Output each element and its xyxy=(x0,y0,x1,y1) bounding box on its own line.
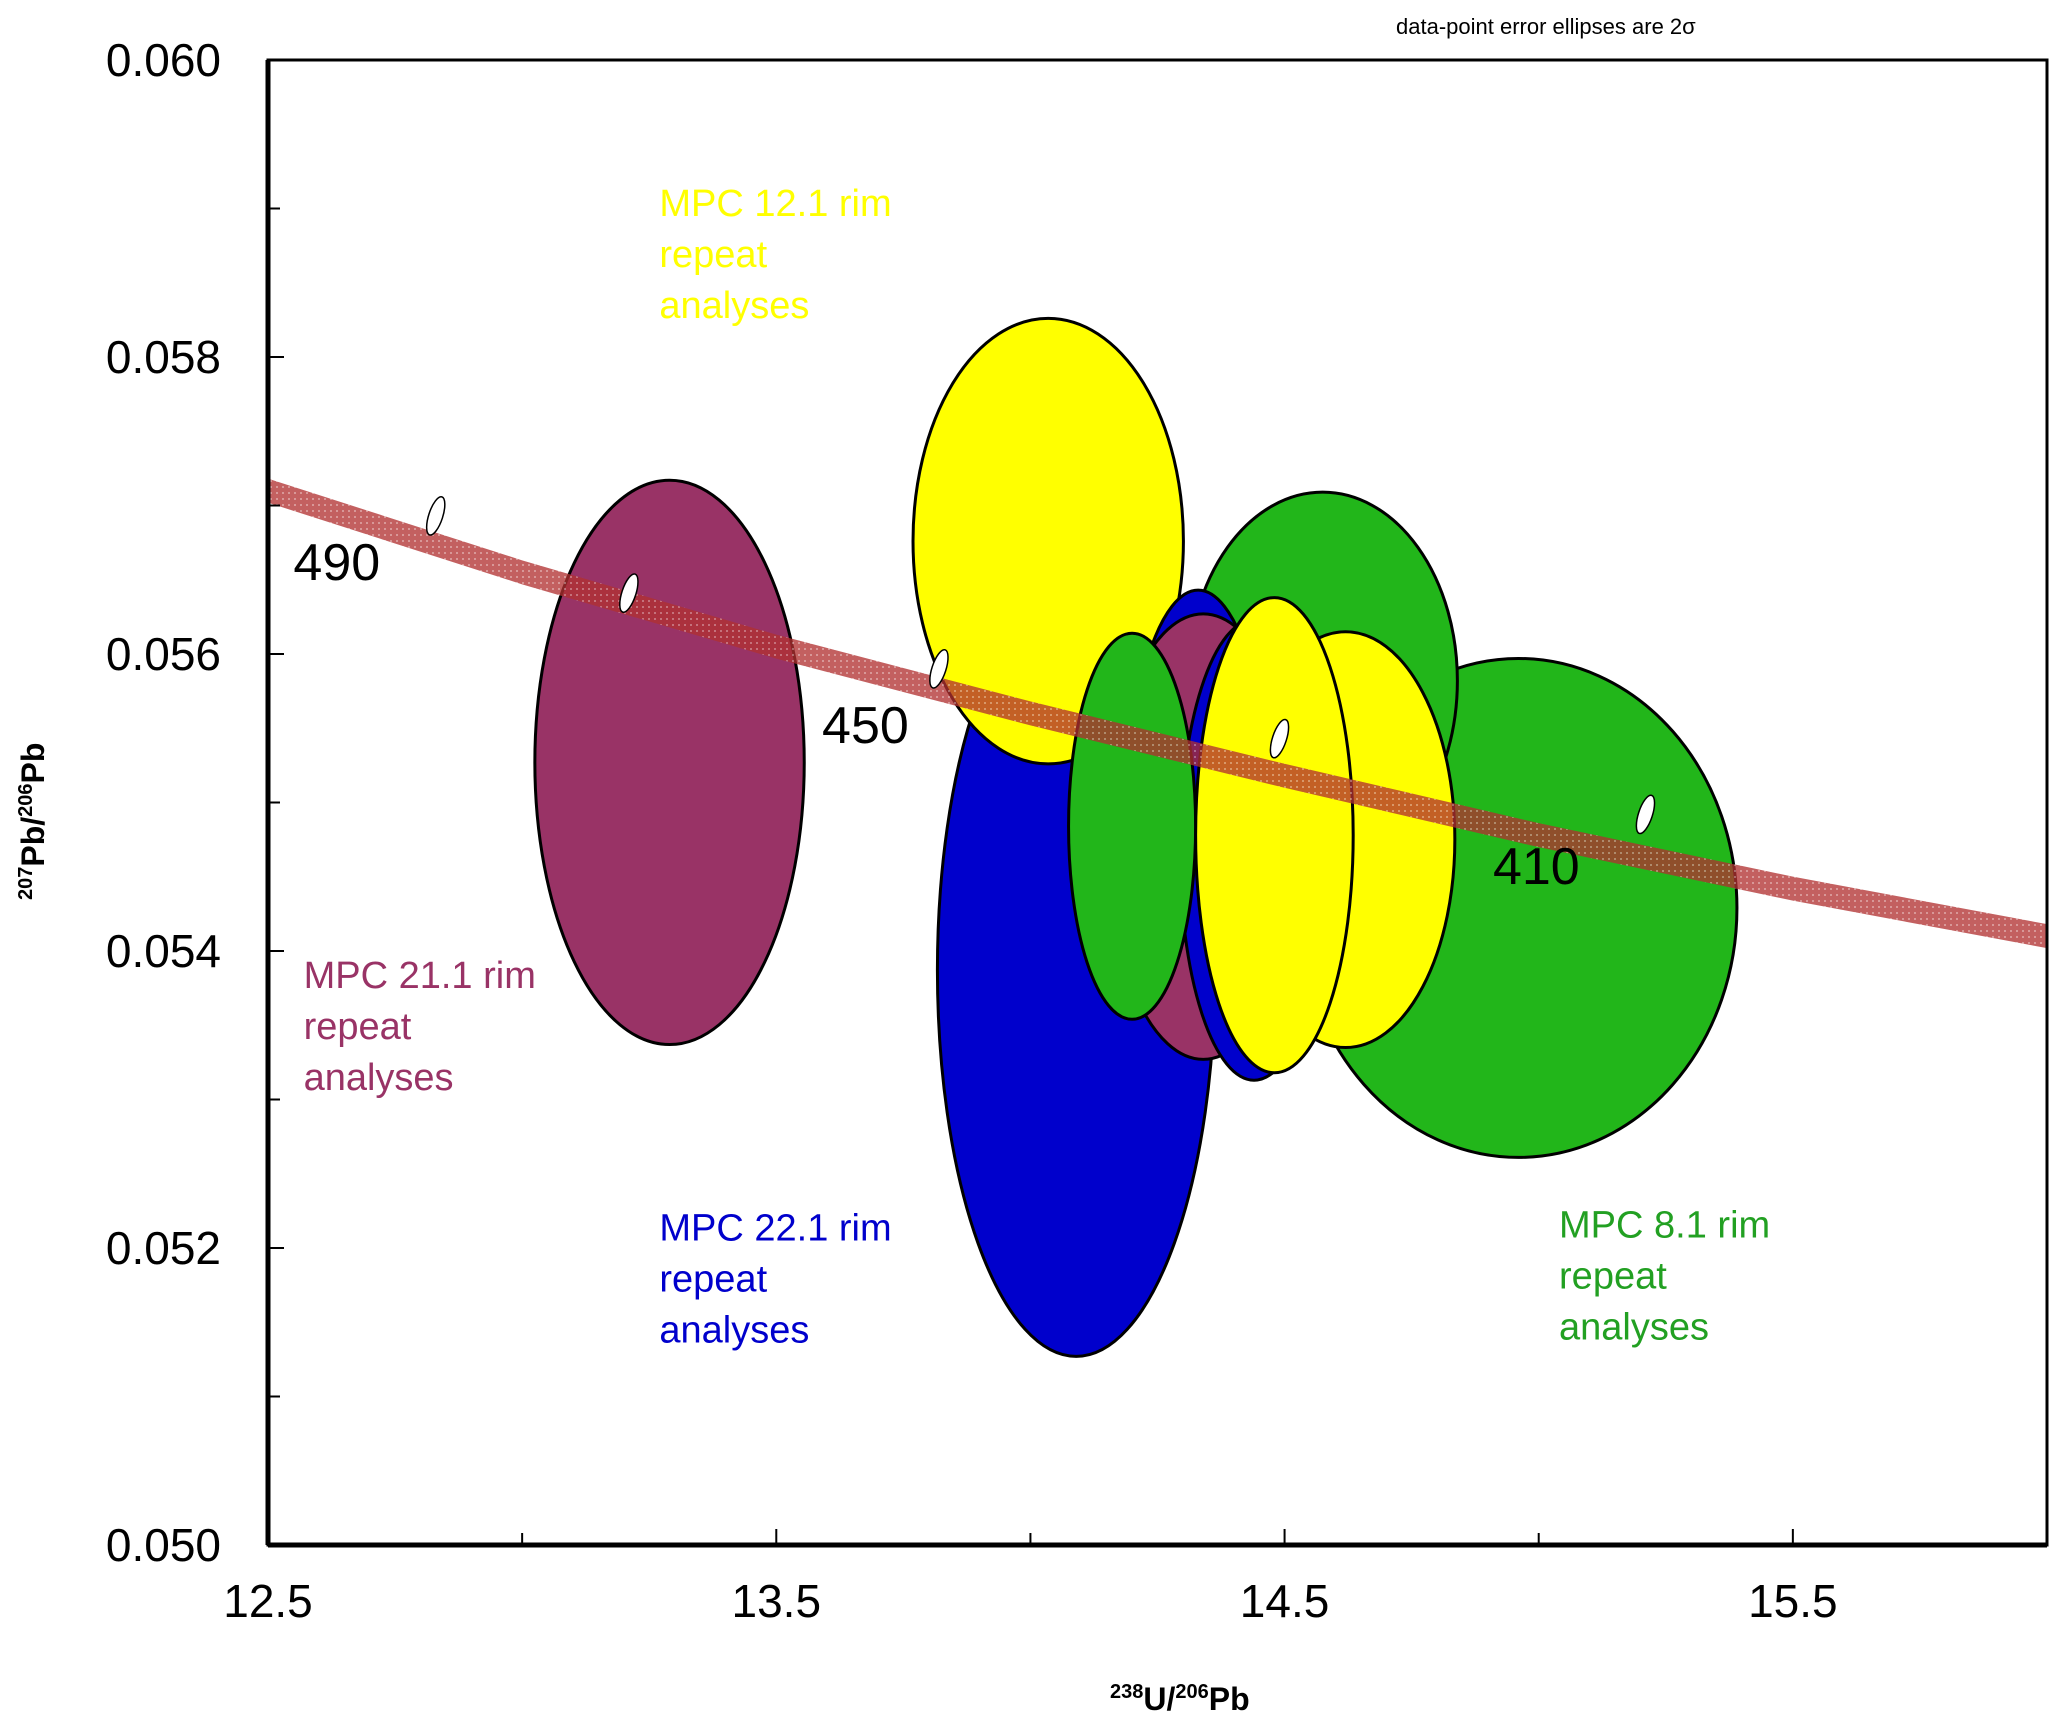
x-axis-title-sup1: 238 xyxy=(1110,1681,1143,1703)
series-label-line: analyses xyxy=(659,1310,809,1352)
series-label: MPC 8.1 rim repeat analyses xyxy=(1559,1205,1770,1349)
x-tick-label: 15.5 xyxy=(1748,1575,1838,1627)
series-label-line: repeat xyxy=(1559,1256,1667,1298)
y-tick-label: 0.058 xyxy=(106,331,221,383)
series-label: MPC 21.1 rim repeat analyses xyxy=(304,955,536,1099)
y-tick-label: 0.052 xyxy=(106,1222,221,1274)
age-label: 490 xyxy=(293,534,380,592)
series-label: MPC 22.1 rim repeat analyses xyxy=(659,1208,891,1352)
y-axis-title-main2: Pb xyxy=(15,743,51,784)
series-label-line: repeat xyxy=(659,234,767,276)
age-marker xyxy=(1269,718,1290,759)
x-tick-label: 12.5 xyxy=(223,1575,313,1627)
x-axis-title-sup2: 206 xyxy=(1175,1681,1208,1703)
series-label-line: MPC 12.1 rim xyxy=(659,183,891,225)
series-label-line: repeat xyxy=(659,1259,767,1301)
series-label-line: analyses xyxy=(1559,1307,1709,1349)
series-label-line: MPC 8.1 rim xyxy=(1559,1205,1770,1247)
age-label: 450 xyxy=(822,697,909,755)
age-label: 410 xyxy=(1493,838,1580,896)
y-tick-label: 0.060 xyxy=(106,34,221,86)
error-ellipse-note: data-point error ellipses are 2σ xyxy=(1396,14,1696,39)
age-markers-layer xyxy=(425,496,1656,835)
error-ellipse xyxy=(1067,631,1198,1021)
y-axis-title-sup1: 207 xyxy=(15,867,37,900)
series-label-line: analyses xyxy=(304,1057,454,1099)
error-ellipse xyxy=(1194,596,1355,1075)
age-marker xyxy=(619,573,639,614)
x-axis-title-main1: U/ xyxy=(1143,1681,1175,1717)
age-marker xyxy=(929,648,949,689)
error-ellipses-layer xyxy=(533,316,1739,1358)
y-axis-title-sup2: 206 xyxy=(15,783,37,816)
concordia-band xyxy=(268,478,2047,949)
series-label-line: analyses xyxy=(659,285,809,327)
y-tick-label: 0.050 xyxy=(106,1519,221,1571)
error-ellipse xyxy=(533,478,806,1047)
y-tick-label: 0.056 xyxy=(106,628,221,680)
x-axis-title: 238U/206Pb xyxy=(1110,1681,1250,1717)
series-label-line: repeat xyxy=(304,1006,412,1048)
y-axis-title: 207Pb/206Pb xyxy=(15,743,51,900)
series-label-line: MPC 22.1 rim xyxy=(659,1208,891,1250)
series-label: MPC 12.1 rim repeat analyses xyxy=(659,183,891,327)
x-axis-ticks: 12.5 13.5 14.5 15.5 xyxy=(223,1529,1838,1627)
y-tick-label: 0.054 xyxy=(106,925,221,977)
series-label-line: MPC 21.1 rim xyxy=(304,955,536,997)
x-tick-label: 14.5 xyxy=(1240,1575,1330,1627)
concordia-curve xyxy=(268,478,2047,949)
group-labels-layer: MPC 21.1 rim repeat analyses MPC 12.1 rim re… xyxy=(304,183,1771,1352)
y-axis-title-main1: Pb/ xyxy=(15,817,51,867)
y-axis-ticks: 0.050 0.052 0.054 0.056 0.058 0.060 xyxy=(106,34,284,1571)
age-labels-layer: 490 450 410 xyxy=(293,534,1579,896)
age-marker xyxy=(425,496,446,536)
x-axis-title-main2: Pb xyxy=(1209,1681,1250,1717)
x-tick-label: 13.5 xyxy=(732,1575,822,1627)
age-marker xyxy=(1635,794,1656,835)
